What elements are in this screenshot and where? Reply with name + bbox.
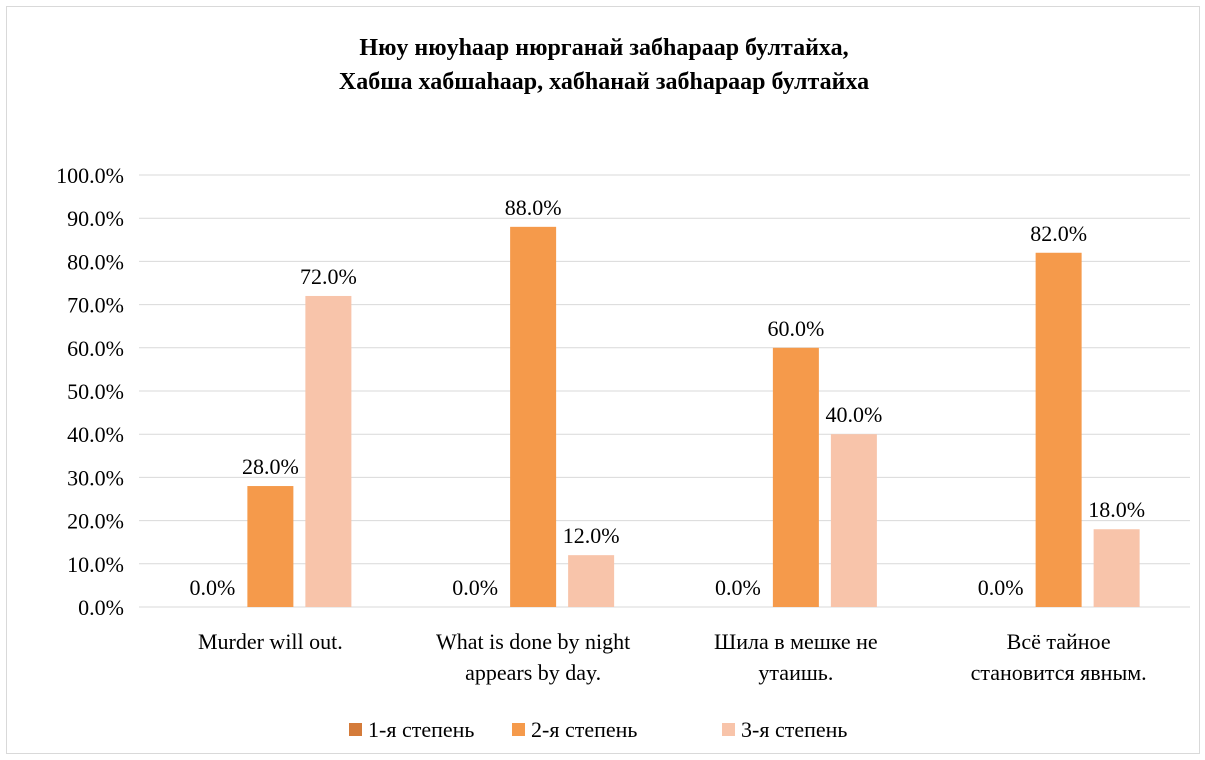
data-labels: 0.0% 0.0% 0.0% 0.0% 28.0% 88.0% 60.0% 82.0% 72.0… bbox=[189, 195, 1145, 600]
y-tick-label: 0.0% bbox=[78, 595, 124, 620]
data-label: 60.0% bbox=[767, 316, 824, 341]
bar bbox=[510, 226, 557, 607]
data-label: 0.0% bbox=[189, 575, 235, 600]
legend: 1-я степень 2-я степень 3-я степень bbox=[349, 717, 847, 742]
bar bbox=[568, 555, 615, 607]
y-tick-label: 60.0% bbox=[67, 336, 124, 361]
data-label: 0.0% bbox=[978, 575, 1024, 600]
y-tick-label: 70.0% bbox=[67, 293, 124, 318]
legend-swatch bbox=[349, 723, 362, 736]
chart-title: Нюу нюуhаар нюрганай забhараар бултайха,… bbox=[339, 35, 869, 95]
y-tick-label: 50.0% bbox=[67, 379, 124, 404]
data-label: 0.0% bbox=[452, 575, 498, 600]
category-label: Всё тайное bbox=[1007, 629, 1111, 654]
category-label: утаишь. bbox=[758, 660, 833, 685]
data-label: 12.0% bbox=[563, 523, 620, 548]
y-axis-ticks: 0.0% 10.0% 20.0% 30.0% 40.0% 50.0% 60.0% 70.0% 8… bbox=[56, 163, 124, 620]
bar bbox=[305, 295, 352, 607]
category-label: Шила в мешке не bbox=[714, 629, 878, 654]
chart-title-line: Нюу нюуhаар нюрганай забhараар бултайха, bbox=[359, 35, 848, 61]
bar-chart: Нюу нюуhаар нюрганай забhараар бултайха,… bbox=[56, 35, 1190, 742]
data-label: 28.0% bbox=[242, 454, 299, 479]
data-label: 82.0% bbox=[1030, 221, 1087, 246]
bar bbox=[247, 486, 294, 607]
y-tick-label: 10.0% bbox=[67, 552, 124, 577]
legend-swatch bbox=[722, 723, 735, 736]
y-tick-label: 20.0% bbox=[67, 509, 124, 534]
legend-swatch bbox=[512, 723, 525, 736]
chart-frame: Нюу нюуhаар нюрганай забhараар бултайха,… bbox=[6, 6, 1200, 754]
data-label: 18.0% bbox=[1088, 497, 1145, 522]
y-tick-label: 100.0% bbox=[56, 163, 124, 188]
category-label: What is done by night bbox=[436, 629, 630, 654]
y-tick-label: 30.0% bbox=[67, 465, 124, 490]
bar bbox=[1093, 529, 1140, 607]
data-label: 40.0% bbox=[825, 402, 882, 427]
legend-label: 1-я степень bbox=[368, 717, 474, 742]
chart-title-line: Хабша хабшаhаар, хабhанай забhараар булт… bbox=[339, 69, 869, 95]
bar bbox=[830, 434, 877, 607]
category-label: становится явным. bbox=[971, 660, 1147, 685]
data-label: 72.0% bbox=[300, 264, 357, 289]
data-label: 88.0% bbox=[505, 195, 562, 220]
y-tick-label: 90.0% bbox=[67, 206, 124, 231]
bars bbox=[247, 226, 1140, 607]
y-tick-label: 40.0% bbox=[67, 422, 124, 447]
y-tick-label: 80.0% bbox=[67, 249, 124, 274]
bar bbox=[772, 347, 819, 607]
legend-label: 2-я степень bbox=[531, 717, 637, 742]
data-label: 0.0% bbox=[715, 575, 761, 600]
legend-label: 3-я степень bbox=[741, 717, 847, 742]
bar bbox=[1035, 252, 1082, 607]
category-label: appears by day. bbox=[465, 660, 601, 685]
category-label: Murder will out. bbox=[198, 629, 343, 654]
x-axis-categories: Murder will out. What is done by night app… bbox=[198, 629, 1147, 685]
